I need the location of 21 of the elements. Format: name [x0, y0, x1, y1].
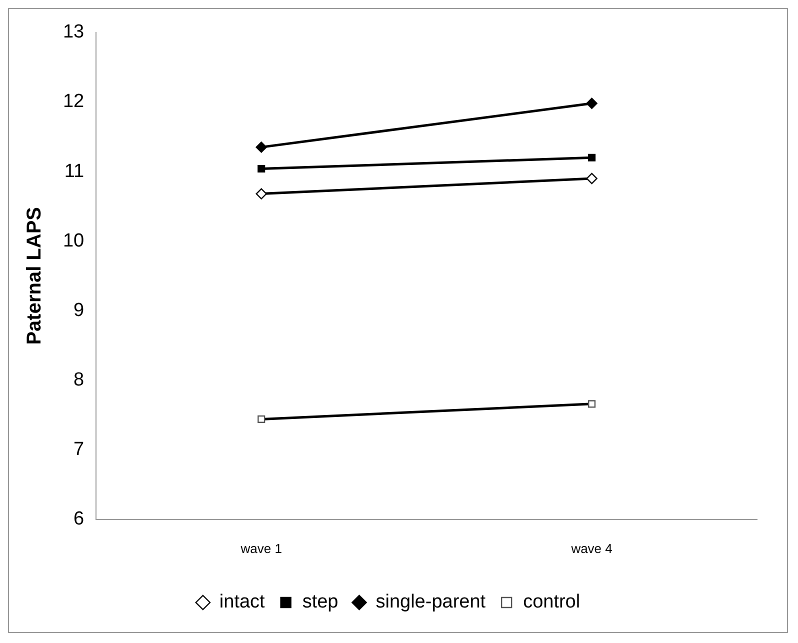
point — [586, 172, 598, 184]
point — [258, 164, 266, 173]
y-tick-label: 10 — [62, 230, 84, 252]
legend-label: control — [523, 592, 580, 613]
y-tick-label: 8 — [74, 369, 84, 390]
point — [256, 188, 267, 200]
legend-label: intact — [219, 592, 266, 613]
y-tick-label: 6 — [74, 508, 84, 530]
y-axis-title: Paternal LAPS — [24, 206, 46, 345]
y-tick-label: 13 — [62, 22, 84, 43]
x-tick-label: wave 4 — [570, 540, 612, 556]
y-tick-label: 12 — [62, 91, 84, 112]
point — [256, 142, 267, 153]
point — [586, 98, 598, 109]
y-tick-label: 11 — [64, 160, 84, 182]
y-tick-label: 9 — [74, 300, 84, 321]
legend-label: step — [302, 592, 338, 613]
legend-label: single-parent — [376, 592, 486, 613]
point — [588, 154, 596, 162]
x-tick-label: wave 1 — [240, 540, 282, 556]
y-tick-label: 7 — [74, 439, 84, 460]
